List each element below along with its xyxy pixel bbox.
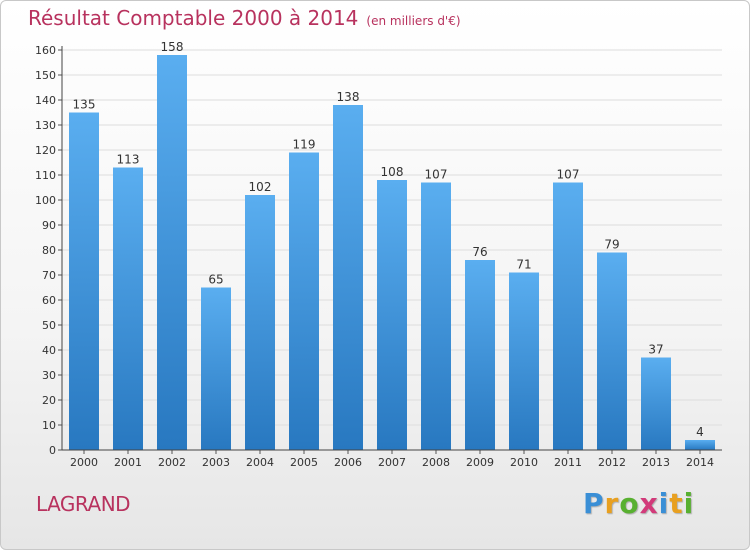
x-tick-label-2000: 2000 xyxy=(70,456,98,469)
y-tick-label: 130 xyxy=(35,119,56,132)
logo-letter: t xyxy=(669,487,684,520)
x-tick-label-2005: 2005 xyxy=(290,456,318,469)
logo-letter: o xyxy=(619,487,640,520)
data-label-2001: 113 xyxy=(117,153,140,167)
x-tick-label-2007: 2007 xyxy=(378,456,406,469)
y-tick-label: 90 xyxy=(42,219,56,232)
data-label-2010: 71 xyxy=(516,258,531,272)
y-tick-label: 110 xyxy=(35,169,56,182)
x-tick-label-2011: 2011 xyxy=(554,456,582,469)
logo-letter: i xyxy=(658,487,670,520)
logo-letter: P xyxy=(583,487,605,520)
y-tick-label: 60 xyxy=(42,294,56,307)
data-label-2004: 102 xyxy=(249,180,272,194)
y-tick-label: 10 xyxy=(42,419,56,432)
data-label-2008: 107 xyxy=(425,168,448,182)
bars: 135 113 158 65 102 119 138 108 107 76 71 107 79 37 4 xyxy=(69,40,715,450)
y-tick-label: 0 xyxy=(49,444,56,457)
x-tick-label-2006: 2006 xyxy=(334,456,362,469)
bar-2008 xyxy=(421,182,451,450)
y-tick-label: 160 xyxy=(35,44,56,57)
data-label-2013: 37 xyxy=(648,343,663,357)
x-tick-label-2001: 2001 xyxy=(114,456,142,469)
bar-2005 xyxy=(289,152,319,450)
y-tick-label: 30 xyxy=(42,369,56,382)
data-label-2007: 108 xyxy=(381,165,404,179)
data-label-2014: 4 xyxy=(696,425,704,439)
y-tick-label: 40 xyxy=(42,344,56,357)
data-label-2000: 135 xyxy=(73,98,96,112)
y-tick-label: 120 xyxy=(35,144,56,157)
x-tick-label-2004: 2004 xyxy=(246,456,274,469)
bar-2010 xyxy=(509,272,539,450)
x-tick-label-2013: 2013 xyxy=(642,456,670,469)
y-tick-label: 100 xyxy=(35,194,56,207)
data-label-2003: 65 xyxy=(208,273,223,287)
bar-2003 xyxy=(201,287,231,450)
bar-2000 xyxy=(69,112,99,450)
data-label-2011: 107 xyxy=(557,168,580,182)
data-label-2006: 138 xyxy=(337,90,360,104)
data-label-2005: 119 xyxy=(293,138,316,152)
x-tick-label-2002: 2002 xyxy=(158,456,186,469)
y-axis-ticks: 0 10 20 30 40 50 60 70 80 90 100 110 120 130 140 150 160 xyxy=(35,44,62,457)
bar-2001 xyxy=(113,167,143,450)
data-label-2012: 79 xyxy=(604,238,619,252)
bar-2004 xyxy=(245,195,275,450)
chart-title: Résultat Comptable 2000 à 2014 (en millie… xyxy=(28,6,461,30)
bar-2002 xyxy=(157,55,187,450)
x-tick-label-2008: 2008 xyxy=(422,456,450,469)
chart-title-text: Résultat Comptable 2000 à 2014 xyxy=(28,6,359,30)
x-tick-label-2009: 2009 xyxy=(466,456,494,469)
x-tick-label-2010: 2010 xyxy=(510,456,538,469)
y-tick-label: 70 xyxy=(42,269,56,282)
y-tick-label: 150 xyxy=(35,69,56,82)
data-label-2002: 158 xyxy=(161,40,184,54)
logo-letter: r xyxy=(604,487,620,520)
x-tick-label-2012: 2012 xyxy=(598,456,626,469)
bar-2012 xyxy=(597,252,627,450)
bar-2007 xyxy=(377,180,407,450)
y-tick-label: 50 xyxy=(42,319,56,332)
x-tick-label-2003: 2003 xyxy=(202,456,230,469)
x-axis-ticks: 2000 2001 2002 2003 2004 2005 2006 2007 2008 2009… xyxy=(70,450,714,469)
bar-2006 xyxy=(333,105,363,450)
y-tick-label: 20 xyxy=(42,394,56,407)
x-tick-label-2014: 2014 xyxy=(686,456,714,469)
data-label-2009: 76 xyxy=(472,245,487,259)
y-tick-label: 80 xyxy=(42,244,56,257)
bar-2014 xyxy=(685,440,715,450)
logo-letter: x xyxy=(639,487,659,520)
place-name: LAGRAND xyxy=(36,492,131,516)
logo-letter: i xyxy=(683,487,695,520)
y-tick-label: 140 xyxy=(35,94,56,107)
bar-2011 xyxy=(553,182,583,450)
chart-subtitle: (en milliers d'€) xyxy=(366,14,461,28)
bar-2009 xyxy=(465,260,495,450)
bar-2013 xyxy=(641,357,671,450)
proxiti-logo: Proxiti xyxy=(583,487,694,520)
